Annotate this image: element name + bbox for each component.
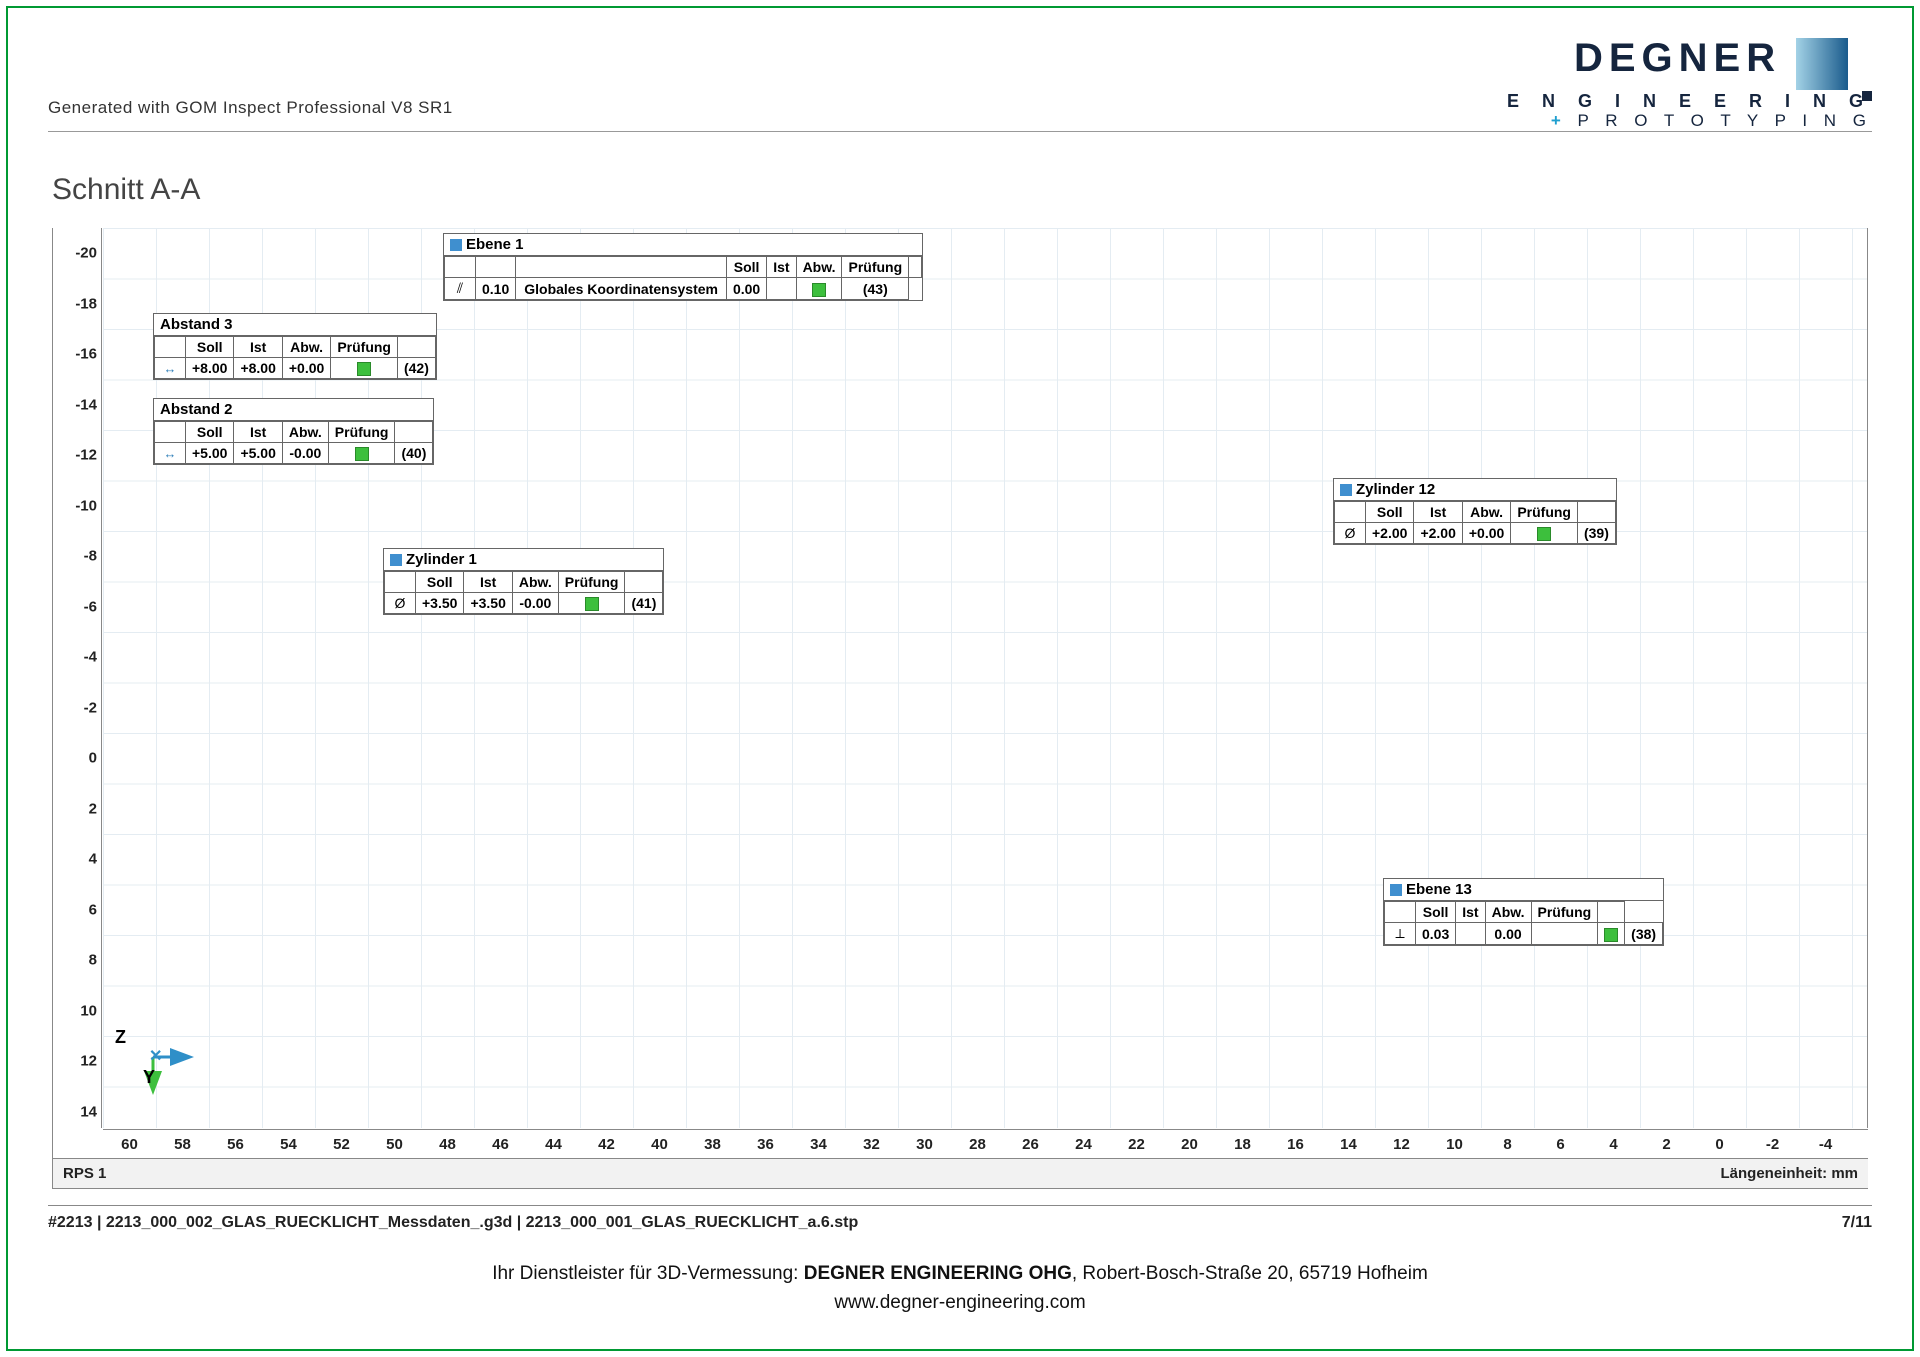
logo-text-sub2: + P R O T O T Y P I N G xyxy=(1507,112,1872,129)
x-tick: 50 xyxy=(386,1136,403,1153)
x-tick: 2 xyxy=(1662,1136,1670,1153)
unit-label: Längeneinheit: mm xyxy=(1720,1165,1858,1182)
x-tick: 60 xyxy=(121,1136,138,1153)
x-tick: 10 xyxy=(1446,1136,1463,1153)
y-tick: -6 xyxy=(84,598,97,615)
coord-axes-icon: ✕ xyxy=(133,1037,193,1097)
x-tick: 4 xyxy=(1609,1136,1617,1153)
x-tick: 22 xyxy=(1128,1136,1145,1153)
x-tick: 42 xyxy=(598,1136,615,1153)
coord-origin-marker: Z ✕ Y xyxy=(133,1037,193,1102)
y-tick: -14 xyxy=(75,396,97,413)
callout-ebene-1: Ebene 1SollIstAbw.Prüfung⫽0.10Globales K… xyxy=(443,233,923,301)
company-line1: Ihr Dienstleister für 3D-Vermessung: DEG… xyxy=(8,1260,1912,1289)
logo: DEGNER E N G I N E E R I N G + P R O T O… xyxy=(1507,38,1872,129)
x-tick: 32 xyxy=(863,1136,880,1153)
x-tick: 58 xyxy=(174,1136,191,1153)
callout-abstand-3: Abstand 3SollIstAbw.Prüfung↔+8.00+8.00+0… xyxy=(153,313,437,380)
y-tick: -16 xyxy=(75,346,97,363)
company-footer: Ihr Dienstleister für 3D-Vermessung: DEG… xyxy=(8,1260,1912,1317)
x-tick: -4 xyxy=(1819,1136,1832,1153)
callout-zylinder-1: Zylinder 1SollIstAbw.PrüfungØ+3.50+3.50-… xyxy=(383,548,664,615)
inspection-chart: -20-18-16-14-12-10-8-6-4-202468101214 60… xyxy=(52,228,1868,1189)
y-tick: 10 xyxy=(80,1002,97,1019)
x-tick: 36 xyxy=(757,1136,774,1153)
y-tick: 6 xyxy=(89,901,97,918)
logo-square-icon xyxy=(1796,38,1848,90)
x-tick: 16 xyxy=(1287,1136,1304,1153)
x-axis: 6058565452504846444240383634323028262422… xyxy=(103,1129,1868,1156)
y-axis-label: Y xyxy=(143,1067,155,1088)
y-tick: -18 xyxy=(75,295,97,312)
page-border: Generated with GOM Inspect Professional … xyxy=(6,6,1914,1351)
callout-zylinder-12: Zylinder 12SollIstAbw.PrüfungØ+2.00+2.00… xyxy=(1333,478,1617,545)
y-tick: 2 xyxy=(89,800,97,817)
y-tick: -8 xyxy=(84,548,97,565)
header: Generated with GOM Inspect Professional … xyxy=(48,38,1872,118)
y-axis: -20-18-16-14-12-10-8-6-4-202468101214 xyxy=(53,228,102,1128)
y-tick: 0 xyxy=(89,750,97,767)
y-tick: 14 xyxy=(80,1103,97,1120)
x-tick: 8 xyxy=(1503,1136,1511,1153)
x-tick: 12 xyxy=(1393,1136,1410,1153)
x-tick: 20 xyxy=(1181,1136,1198,1153)
header-separator xyxy=(48,131,1872,132)
x-tick: 54 xyxy=(280,1136,297,1153)
logo-text-sub1: E N G I N E E R I N G xyxy=(1507,92,1872,110)
x-tick: 34 xyxy=(810,1136,827,1153)
chart-footer-strip: RPS 1 Längeneinheit: mm xyxy=(53,1158,1868,1188)
file-info-footer: #2213 | 2213_000_002_GLAS_RUECKLICHT_Mes… xyxy=(48,1205,1872,1244)
y-tick: 8 xyxy=(89,952,97,969)
page-number: 7/11 xyxy=(1842,1214,1872,1232)
section-title: Schnitt A-A xyxy=(52,173,200,207)
logo-dot-icon xyxy=(1862,91,1872,101)
rps-label: RPS 1 xyxy=(63,1165,106,1182)
z-axis-label: Z xyxy=(115,1027,126,1048)
x-tick: -2 xyxy=(1766,1136,1779,1153)
file-info-text: #2213 | 2213_000_002_GLAS_RUECKLICHT_Mes… xyxy=(48,1214,858,1231)
x-tick: 28 xyxy=(969,1136,986,1153)
x-tick: 24 xyxy=(1075,1136,1092,1153)
generated-with-label: Generated with GOM Inspect Professional … xyxy=(48,98,453,118)
x-tick: 40 xyxy=(651,1136,668,1153)
x-tick: 38 xyxy=(704,1136,721,1153)
callout-abstand-2: Abstand 2SollIstAbw.Prüfung↔+5.00+5.00-0… xyxy=(153,398,434,465)
y-tick: 12 xyxy=(80,1053,97,1070)
x-tick: 18 xyxy=(1234,1136,1251,1153)
logo-text-main: DEGNER xyxy=(1574,38,1781,78)
company-line2: www.degner-engineering.com xyxy=(8,1289,1912,1318)
x-tick: 30 xyxy=(916,1136,933,1153)
x-tick: 52 xyxy=(333,1136,350,1153)
x-tick: 46 xyxy=(492,1136,509,1153)
callout-ebene-13: Ebene 13SollIstAbw.Prüfung⟂0.030.00(38) xyxy=(1383,878,1664,946)
y-tick: -2 xyxy=(84,699,97,716)
x-tick: 56 xyxy=(227,1136,244,1153)
x-tick: 0 xyxy=(1715,1136,1723,1153)
y-tick: -12 xyxy=(75,447,97,464)
svg-text:✕: ✕ xyxy=(149,1048,162,1065)
x-tick: 6 xyxy=(1556,1136,1564,1153)
y-tick: -4 xyxy=(84,649,97,666)
x-tick: 44 xyxy=(545,1136,562,1153)
x-tick: 48 xyxy=(439,1136,456,1153)
y-tick: -10 xyxy=(75,497,97,514)
y-tick: -20 xyxy=(75,245,97,262)
x-tick: 26 xyxy=(1022,1136,1039,1153)
x-tick: 14 xyxy=(1340,1136,1357,1153)
y-tick: 4 xyxy=(89,851,97,868)
